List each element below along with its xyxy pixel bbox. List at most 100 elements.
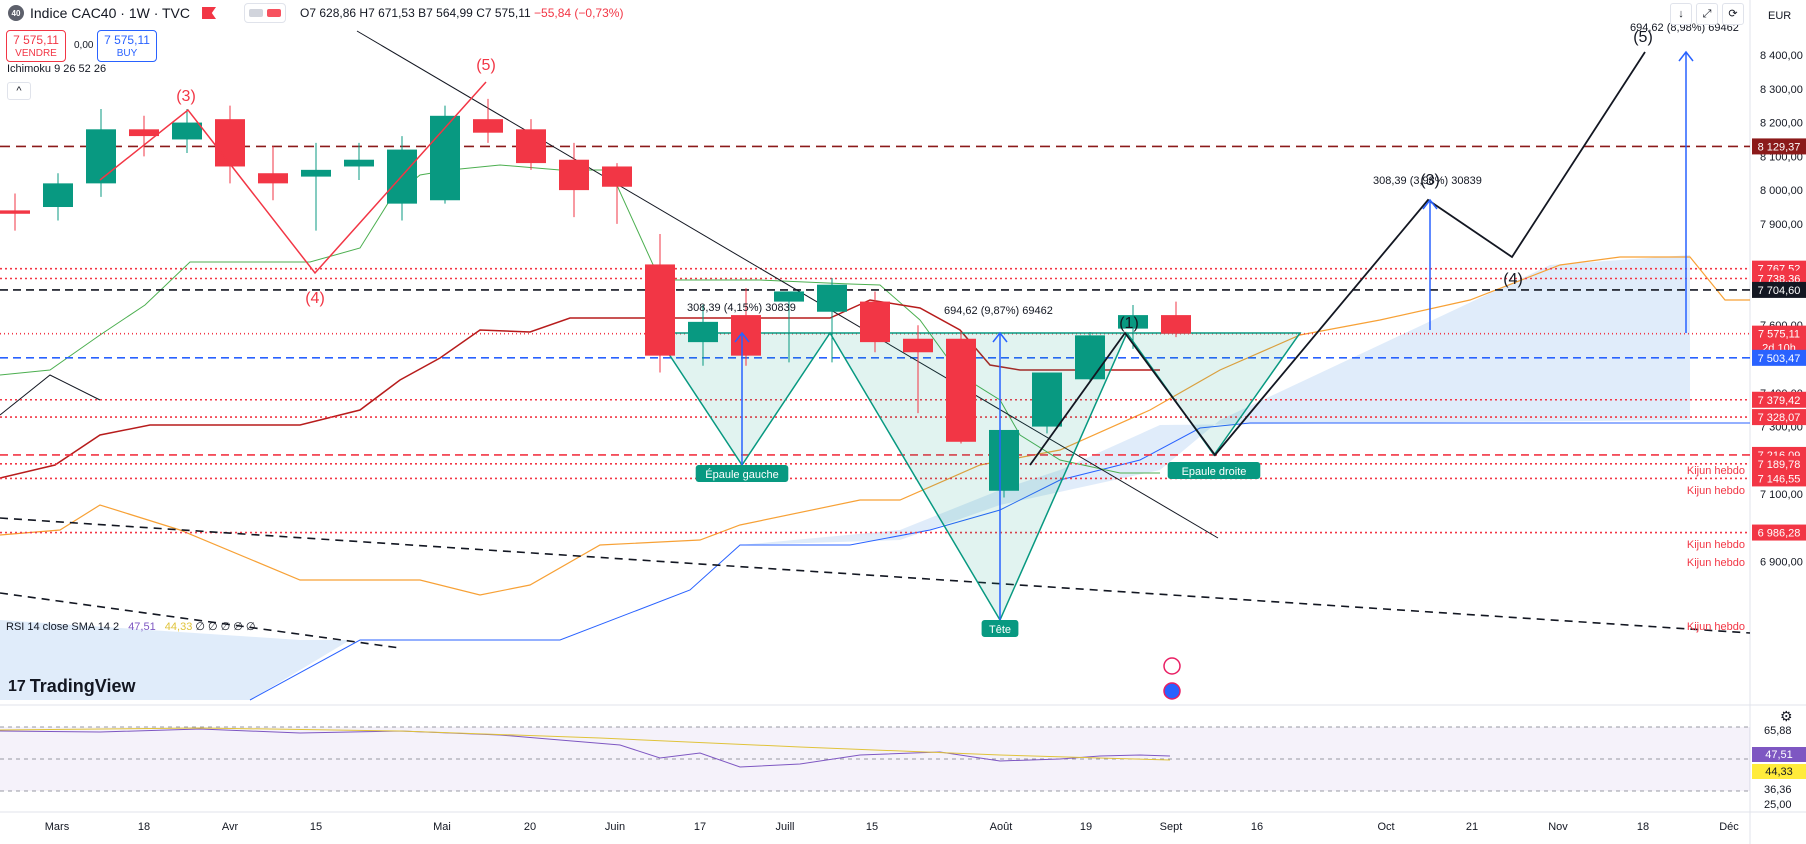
time-tick: 18 [138, 821, 150, 833]
collapse-pane-icon[interactable]: ⤢ [1696, 3, 1718, 25]
candle-body [688, 321, 718, 343]
time-tick: 17 [694, 821, 706, 833]
sell-button[interactable]: 7 575,11 VENDRE [6, 30, 66, 62]
level-badge-bg [1752, 349, 1806, 366]
wave-label-1: (1) [1119, 315, 1139, 332]
measure-label-1: 308,39 (4,15%) 30839 [687, 302, 796, 314]
pattern-label-right-shoulder: Epaule droite [1182, 466, 1247, 478]
rsi-legend[interactable]: RSI 14 close SMA 14 2 47,51 44,33 ∅ ∅ ∅ … [6, 620, 256, 633]
collapse-legend-button[interactable]: ^ [7, 82, 31, 100]
time-tick: 16 [1251, 821, 1263, 833]
close-value: C7 575,11 [476, 6, 531, 20]
kijun-label: Kijun hebdo [1687, 465, 1745, 477]
level-badge-bg [1752, 391, 1806, 408]
kijun-label: Kijun hebdo [1687, 539, 1745, 551]
currency-label[interactable]: EUR [1768, 10, 1792, 22]
chikou-span [0, 374, 101, 416]
indicator-legend[interactable]: Ichimoku 9 26 52 26 [7, 63, 107, 75]
candle-body [989, 429, 1019, 491]
wave-label-proj-5: (5) [1633, 29, 1653, 46]
measure-label-3: 308,39 (3,98%) 30839 [1373, 175, 1482, 187]
candle-body [731, 315, 761, 356]
refresh-icon[interactable]: ⟳ [1722, 3, 1744, 25]
open-value: O7 628,86 [300, 6, 357, 20]
time-tick: Mai [433, 821, 451, 833]
time-tick: 19 [1080, 821, 1092, 833]
time-tick: Juill [776, 821, 795, 833]
candle-body [559, 159, 589, 191]
measure-arrow-left-head [734, 331, 750, 343]
candle-body [172, 122, 202, 140]
lower-trendline [0, 592, 401, 649]
rsi-label: RSI 14 close SMA 14 2 [6, 621, 120, 633]
rsi-sma-line [0, 727, 1171, 761]
pattern-label-left-shoulder: Épaule gauche [705, 468, 778, 481]
time-tick: 18 [1637, 821, 1649, 833]
support-trendline [0, 517, 1751, 634]
candle-body [301, 169, 331, 177]
rsi-tick: 36,36 [1764, 784, 1792, 796]
spread-value: 0,00 [74, 40, 94, 51]
level-badge-bg [1752, 524, 1806, 541]
rsi-tick: 65,88 [1764, 725, 1792, 737]
level-badge: 7 704,60 [1758, 285, 1801, 297]
logo-text: TradingView [29, 676, 136, 696]
session-toggle[interactable] [244, 3, 287, 23]
candle-body [430, 115, 460, 201]
rsi-sma-value: 44,33 [164, 621, 193, 633]
level-badge: 7 503,47 [1758, 353, 1801, 365]
candle-body [645, 264, 675, 356]
kijun-label: Kijun hebdo [1687, 485, 1745, 497]
level-badge: 8 129,37 [1758, 141, 1801, 153]
time-tick: Nov [1548, 821, 1568, 833]
flag-icon[interactable] [202, 7, 217, 19]
candle-body [903, 338, 933, 353]
candle-body [774, 291, 804, 302]
time-tick: 15 [866, 821, 878, 833]
wave-label-proj-4: (4) [1503, 271, 1523, 288]
candle-body [602, 166, 632, 187]
buy-button[interactable]: 7 575,11 BUY [97, 30, 157, 62]
candle-body [129, 129, 159, 137]
candle-body [817, 284, 847, 312]
high-value: H7 671,53 [359, 6, 415, 20]
symbol-title[interactable]: Indice CAC40 · 1W · TVC [30, 5, 191, 21]
measure-arrow-head-head [992, 331, 1008, 343]
symbol-logo: 40 [8, 5, 24, 21]
level-badge: 7 146,55 [1758, 473, 1801, 485]
time-tick: Avr [222, 821, 239, 833]
level-badge-bg [1752, 138, 1806, 155]
candle-body [473, 119, 503, 133]
sell-label: VENDRE [15, 48, 57, 59]
measure-arrow-target2-head [1678, 50, 1694, 62]
measure-label-2: 694,62 (9,87%) 69462 [944, 305, 1053, 317]
candle-body [946, 338, 976, 442]
download-icon[interactable]: ↓ [1670, 3, 1692, 25]
time-tick: Août [990, 821, 1013, 833]
candle-body [1161, 315, 1191, 334]
change-value: −55,84 (−0,73%) [534, 6, 624, 20]
time-tick: Sept [1160, 821, 1183, 833]
level-badge: 7 379,42 [1758, 395, 1801, 407]
level-badge-bg [1752, 409, 1806, 426]
time-tick: Juin [605, 821, 625, 833]
tradingview-logo[interactable]: 17 TradingView [8, 676, 136, 697]
time-tick: Déc [1719, 821, 1739, 833]
rsi-na-values: ∅ ∅ ∅ ∅ ∅ [195, 621, 256, 633]
wave-label-4: (4) [305, 290, 325, 307]
candle-body [1118, 315, 1148, 329]
measure-arrow-target1-head [1422, 198, 1438, 210]
time-tick: 21 [1466, 821, 1478, 833]
rsi-badge-bg [1752, 747, 1806, 762]
candle-body [43, 183, 73, 208]
kijun-sen [0, 299, 1160, 479]
tradingview-icon: 17 [8, 677, 26, 695]
price-tick: 8 000,00 [1760, 185, 1803, 197]
kumo-cloud [0, 255, 1690, 700]
price-tick: 6 900,00 [1760, 557, 1803, 569]
level-badge: 7 189,78 [1758, 459, 1801, 471]
pattern-label-right-shoulder-bg [1167, 462, 1261, 479]
level-badge-bg [1752, 455, 1806, 472]
gear-icon[interactable]: ⚙ [1780, 708, 1793, 724]
